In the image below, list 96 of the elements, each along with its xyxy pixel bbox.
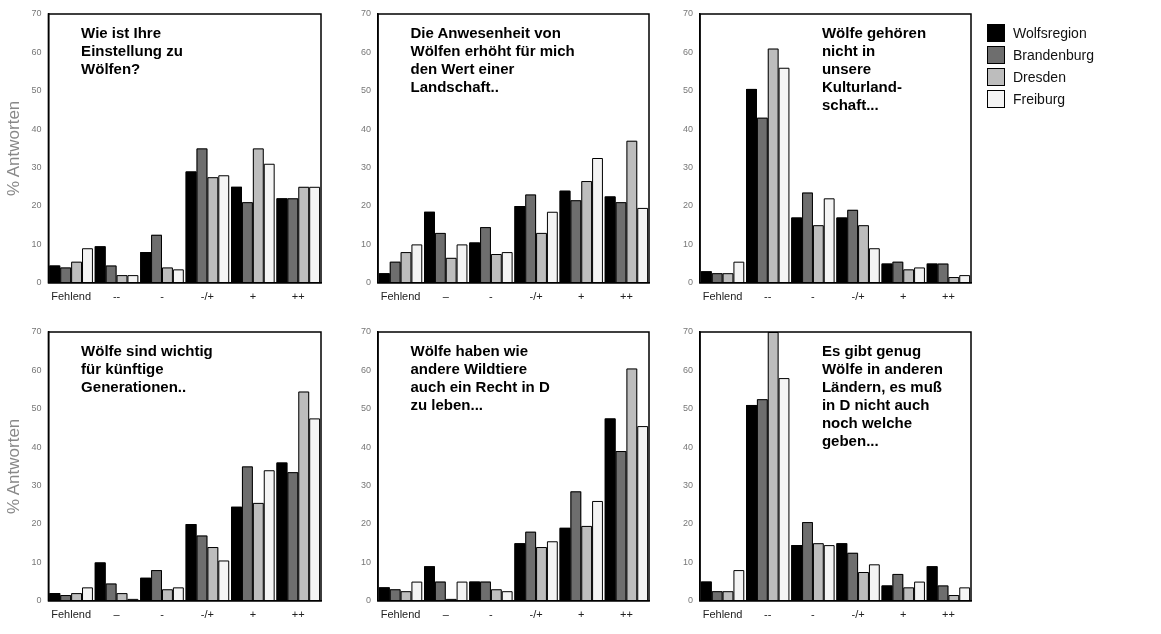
x-tick-label: + xyxy=(578,608,585,621)
y-tick-label: 60 xyxy=(683,46,694,57)
annotation: Die Anwesenheit von Wölfen erhöht für mich den Wert einer Landschaft.. xyxy=(410,23,575,95)
y-tick-label: 50 xyxy=(683,403,694,414)
y-tick-label: 40 xyxy=(31,123,42,134)
y-tick-label: 60 xyxy=(31,46,42,57)
y-tick-label: 50 xyxy=(31,85,42,96)
legend-label: Wolfsregion xyxy=(1013,25,1087,41)
y-tick-label: 50 xyxy=(361,403,372,414)
annotation: Wie ist Ihre Einstellung zu Wölfen? xyxy=(81,23,183,77)
y-tick-label: 10 xyxy=(31,238,42,249)
x-tick-label: ++ xyxy=(941,608,955,621)
x-tick-label: -- xyxy=(764,290,772,303)
x-tick-label: – xyxy=(442,608,450,621)
y-tick-label: 10 xyxy=(683,238,694,249)
x-tick-label: Fehlend xyxy=(51,608,92,621)
x-tick-label: ++ xyxy=(291,608,305,621)
legend-label: Freiburg xyxy=(1013,91,1066,107)
x-tick-label: ++ xyxy=(291,290,305,303)
x-tick-label: -/+ xyxy=(529,608,543,621)
x-tick-label: + xyxy=(249,608,257,621)
x-tick-label: ++ xyxy=(619,290,633,303)
x-tick-label: - xyxy=(489,608,494,621)
x-tick-label: - xyxy=(811,608,816,621)
y-tick-label: 40 xyxy=(683,123,694,134)
y-tick-label: 70 xyxy=(31,326,42,337)
x-tick-label: -- xyxy=(764,608,772,621)
y-tick-label: 30 xyxy=(31,162,42,173)
x-tick-label: Fehlend xyxy=(380,608,421,621)
x-tick-label: – xyxy=(113,608,121,621)
legend-label: Brandenburg xyxy=(1013,47,1094,63)
y-tick-label: 40 xyxy=(361,441,372,452)
y-tick-label: 60 xyxy=(683,364,694,375)
y-tick-label: 60 xyxy=(361,46,372,57)
x-tick-label: -/+ xyxy=(200,290,214,303)
x-tick-label: Fehlend xyxy=(51,290,92,303)
x-tick-label: - xyxy=(811,290,816,303)
y-tick-label: 40 xyxy=(361,123,372,134)
y-tick-label: 20 xyxy=(683,200,694,211)
y-tick-label: 50 xyxy=(31,403,42,414)
x-tick-label: + xyxy=(900,290,907,303)
y-tick-label: 10 xyxy=(31,556,42,567)
y-tick-label: 10 xyxy=(361,238,372,249)
x-tick-label: - xyxy=(160,290,165,303)
y-tick-label: 40 xyxy=(31,441,42,452)
x-tick-label: ++ xyxy=(941,290,955,303)
y-tick-label: 60 xyxy=(31,364,42,375)
x-tick-label: -/+ xyxy=(529,290,543,303)
y-tick-label: 70 xyxy=(683,8,694,19)
x-tick-label: Fehlend xyxy=(380,290,421,303)
x-tick-label: - xyxy=(160,608,165,621)
y-tick-label: 70 xyxy=(361,8,372,19)
x-tick-label: -/+ xyxy=(200,608,214,621)
y-tick-label: 20 xyxy=(361,518,372,529)
y-tick-label: 20 xyxy=(683,518,694,529)
x-tick-label: Fehlend xyxy=(702,608,743,621)
y-tick-label: 30 xyxy=(31,480,42,491)
y-tick-label: 0 xyxy=(366,595,372,606)
y-tick-label: 50 xyxy=(683,85,694,96)
legend-label: Dresden xyxy=(1013,69,1066,85)
y-tick-label: 70 xyxy=(31,8,42,19)
y-tick-label: 30 xyxy=(683,480,694,491)
y-tick-label: 0 xyxy=(366,277,372,288)
x-tick-label: -/+ xyxy=(851,290,865,303)
x-tick-label: - xyxy=(489,290,494,303)
x-tick-label: -- xyxy=(112,290,121,303)
x-tick-label: -/+ xyxy=(851,608,865,621)
y-tick-label: 60 xyxy=(361,364,372,375)
y-tick-label: 30 xyxy=(361,480,372,491)
annotation: Wölfe gehören nicht in unsere Kulturland- schaft... xyxy=(821,23,927,113)
y-tick-label: 20 xyxy=(31,200,42,211)
y-tick-label: 50 xyxy=(361,85,372,96)
y-tick-label: 30 xyxy=(683,162,694,173)
y-tick-label: 0 xyxy=(688,277,694,288)
y-tick-label: 0 xyxy=(36,277,42,288)
y-tick-label: 40 xyxy=(683,441,694,452)
y-axis-title: % Antworten xyxy=(3,100,23,197)
y-tick-label: 70 xyxy=(361,326,372,337)
x-tick-label: + xyxy=(578,290,585,303)
annotation: Wölfe haben wie andere Wildtiere auch ein Recht in D zu leben... xyxy=(410,341,550,413)
y-tick-label: 30 xyxy=(361,162,372,173)
y-tick-label: 10 xyxy=(361,556,372,567)
y-tick-label: 20 xyxy=(361,200,372,211)
x-tick-label: + xyxy=(900,608,907,621)
x-tick-label: – xyxy=(442,290,450,303)
annotation: Es gibt genug Wölfe in anderen Ländern, es muß in D nicht auch noch welche geben... xyxy=(821,341,943,449)
x-tick-label: ++ xyxy=(619,608,633,621)
y-tick-label: 0 xyxy=(688,595,694,606)
y-tick-label: 0 xyxy=(36,595,42,606)
y-tick-label: 20 xyxy=(31,518,42,529)
y-axis-title: % Antworten xyxy=(3,418,23,515)
x-tick-label: + xyxy=(249,290,257,303)
annotation: Wölfe sind wichtig für künftige Generationen.. xyxy=(81,341,213,395)
y-tick-label: 10 xyxy=(683,556,694,567)
y-tick-label: 70 xyxy=(683,326,694,337)
x-tick-label: Fehlend xyxy=(702,290,743,303)
